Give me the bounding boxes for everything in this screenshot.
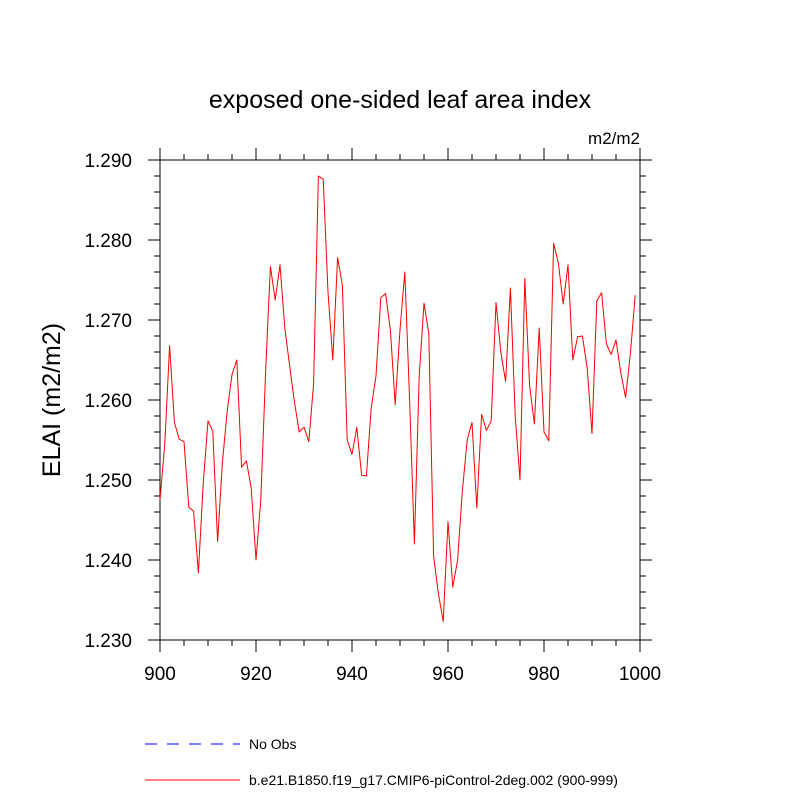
y-tick-label: 1.230 (84, 631, 132, 652)
y-tick-label: 1.260 (84, 391, 132, 412)
legend-label-no-obs: No Obs (249, 736, 296, 752)
y-axis-title: ELAI (m2/m2) (38, 323, 66, 477)
chart-title: exposed one-sided leaf area index (209, 86, 592, 114)
legend-label-model-run: b.e21.B1850.f19_g17.CMIP6-piControl-2deg… (249, 772, 618, 788)
series-line (159, 175, 636, 623)
x-tick-label: 940 (336, 664, 368, 685)
x-tick-label: 900 (144, 664, 176, 685)
units-label: m2/m2 (588, 129, 640, 148)
legend: No Obs b.e21.B1850.f19_g17.CMIP6-piContr… (145, 736, 618, 788)
y-tick-label: 1.280 (84, 231, 132, 252)
y-tick-label: 1.270 (84, 311, 132, 332)
y-axis-title-group: ELAI (m2/m2) (38, 323, 66, 477)
x-tick-label: 920 (240, 664, 272, 685)
x-tick-label: 960 (432, 664, 464, 685)
y-tick-label: 1.250 (84, 471, 132, 492)
x-tick-label: 980 (528, 664, 560, 685)
x-tick-label: 1000 (619, 664, 661, 685)
y-tick-label: 1.290 (84, 151, 132, 172)
plot-frame (159, 159, 641, 641)
y-tick-label: 1.240 (84, 551, 132, 572)
